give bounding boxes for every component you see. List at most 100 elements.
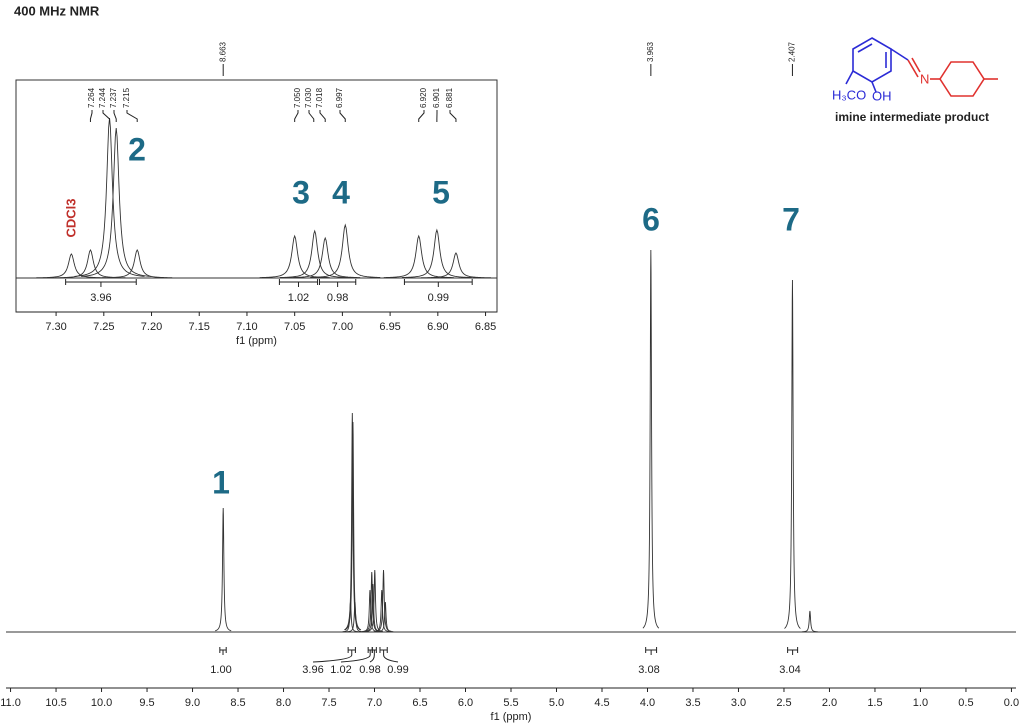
x-tick-label: 2.0 [822,697,837,709]
peak [642,249,660,629]
x-tick-label: 8.5 [230,697,245,709]
integral-label: 1.02 [330,664,351,676]
x-tick-label: 1.5 [867,697,882,709]
x-tick-label: 3.5 [685,697,700,709]
integral-bracket [371,647,377,655]
x-tick-label: 6.95 [379,321,400,333]
peak-label: 3.963 [646,41,655,62]
x-tick-label: 2.5 [776,697,791,709]
x-tick-label: 7.30 [45,321,66,333]
integral-leader [369,654,375,663]
integral-bracket [367,647,373,655]
peak [801,610,818,633]
peak-number: 6 [642,201,660,237]
x-tick-label: 1.0 [913,697,928,709]
integral-bracket [219,647,227,655]
x-tick-label: 0.0 [1004,697,1019,709]
tolyl-ring [939,61,985,97]
x-tick-label: 7.15 [189,321,210,333]
peak [74,117,145,277]
x-tick-label: 10.0 [91,697,112,709]
integral-label: 0.98 [359,664,380,676]
peak-number: 4 [332,174,350,210]
peak [102,249,173,279]
x-tick-label: 8.0 [276,697,291,709]
bond [845,70,854,85]
peak [344,421,362,631]
nitrogen-label: N [920,71,929,86]
peak-number: 2 [128,131,146,167]
x-tick-label: 7.25 [93,321,114,333]
integral-bracket [65,279,137,287]
peak-label: 6.901 [432,87,441,108]
x-tick-label: 7.10 [236,321,257,333]
peak-label: 7.237 [109,87,118,108]
x-tick-label: 10.5 [45,697,66,709]
peak-label: 7.215 [122,87,131,108]
solvent-label: CDCl3 [63,198,78,237]
x-tick-label: 6.5 [412,697,427,709]
peak-number: 1 [212,464,230,500]
x-tick-label: 5.5 [503,697,518,709]
peak-label: 2.407 [788,41,797,62]
imine-bond [907,59,919,78]
x-tick-label: 4.0 [640,697,655,709]
peak [215,507,232,632]
x-tick-label: 7.5 [321,697,336,709]
integral-label: 3.96 [90,292,111,304]
x-tick-label: 9.0 [185,697,200,709]
x-axis-label: f1 (ppm) [491,711,532,723]
integral-label: 0.99 [387,664,408,676]
peak [366,569,383,632]
peak-label: 7.264 [87,87,96,108]
x-tick-label: 3.0 [731,697,746,709]
peak [81,127,152,277]
peak [346,601,363,633]
peak [784,279,801,629]
integral-label: 1.02 [288,292,309,304]
peak-label-leader [89,110,93,122]
integral-label: 0.98 [327,292,348,304]
bond [857,43,873,53]
integral-bracket [278,279,319,287]
peak [401,228,472,278]
peak [344,412,361,631]
peak [420,252,491,279]
integral-label: 3.08 [638,664,659,676]
x-tick-label: 5.0 [549,697,564,709]
x-tick-label: 7.05 [284,321,305,333]
peak-label: 6.920 [419,87,428,108]
peak [310,223,381,278]
x-tick-label: 6.85 [475,321,496,333]
hydroxyl-label: OH [872,88,892,103]
x-tick-label: 7.00 [332,321,353,333]
peak-label-leader [308,110,315,122]
integral-leader [383,654,399,663]
x-tick-label: 0.5 [958,697,973,709]
integral-label: 3.04 [779,664,800,676]
peak-label: 6.881 [445,87,454,108]
integral-bracket [347,647,356,655]
x-tick-label: 6.0 [458,697,473,709]
integral-leader [312,654,353,663]
x-tick-label: 6.90 [427,321,448,333]
integral-leader [340,654,371,663]
integral-label: 3.96 [302,664,323,676]
peak [279,229,350,278]
imine-bond [911,57,921,73]
peak-label: 7.244 [98,87,107,108]
integral-bracket [645,647,658,655]
peak-label-leader [418,110,425,122]
integral-bracket [787,647,799,655]
x-axis-label: f1 (ppm) [236,335,277,347]
peak-label: 7.018 [315,87,324,108]
integral-bracket [379,647,388,655]
integral-label: 0.99 [428,292,449,304]
peak-label-leader [319,110,326,122]
peak-label-leader [339,110,346,122]
peak-label-leader [113,110,117,122]
bond [890,48,909,61]
x-tick-label: 11.0 [0,697,21,709]
methoxy-label: H₃CO [832,87,866,102]
